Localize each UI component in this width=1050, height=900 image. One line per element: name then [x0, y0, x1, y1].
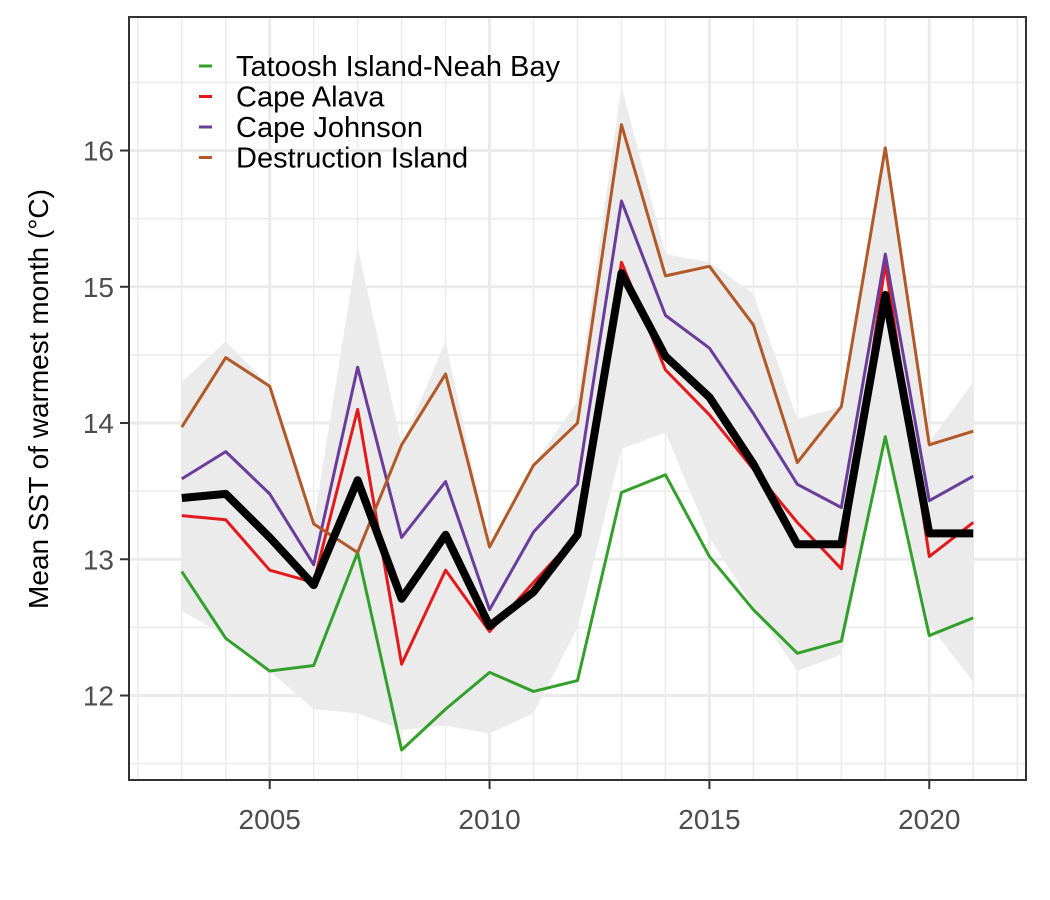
x-tick-label: 2020 — [898, 804, 960, 835]
axis-ticks: 2005 2010 2015 2020 12 13 14 15 16 — [83, 136, 961, 835]
y-tick-label: 15 — [83, 272, 114, 303]
y-tick-label: 16 — [83, 136, 114, 167]
series-line-4 — [180, 123, 974, 554]
x-tick-label: 2010 — [458, 804, 520, 835]
y-tick-label: 13 — [83, 544, 114, 575]
mean-line — [181, 269, 974, 631]
legend-label-4: Destruction Island — [236, 143, 468, 175]
plot-border — [128, 16, 1027, 781]
legend-label-1: Tatoosh Island-Neah Bay — [236, 51, 561, 83]
y-axis-title: Mean SST of warmest month (°C) — [23, 189, 54, 609]
series-line-3 — [180, 199, 974, 612]
y-tick-label: 14 — [83, 408, 114, 439]
x-tick-label: 2015 — [678, 804, 740, 835]
x-tick-label: 2005 — [239, 804, 301, 835]
y-tick-label: 12 — [83, 681, 114, 712]
legend-label-3: Cape Johnson — [236, 112, 423, 144]
confidence-ribbon — [181, 86, 974, 734]
legend-label-2: Cape Alava — [236, 82, 385, 114]
series-line-1 — [180, 435, 974, 752]
ribbon-band — [181, 86, 974, 734]
mean-line-group — [181, 269, 974, 631]
